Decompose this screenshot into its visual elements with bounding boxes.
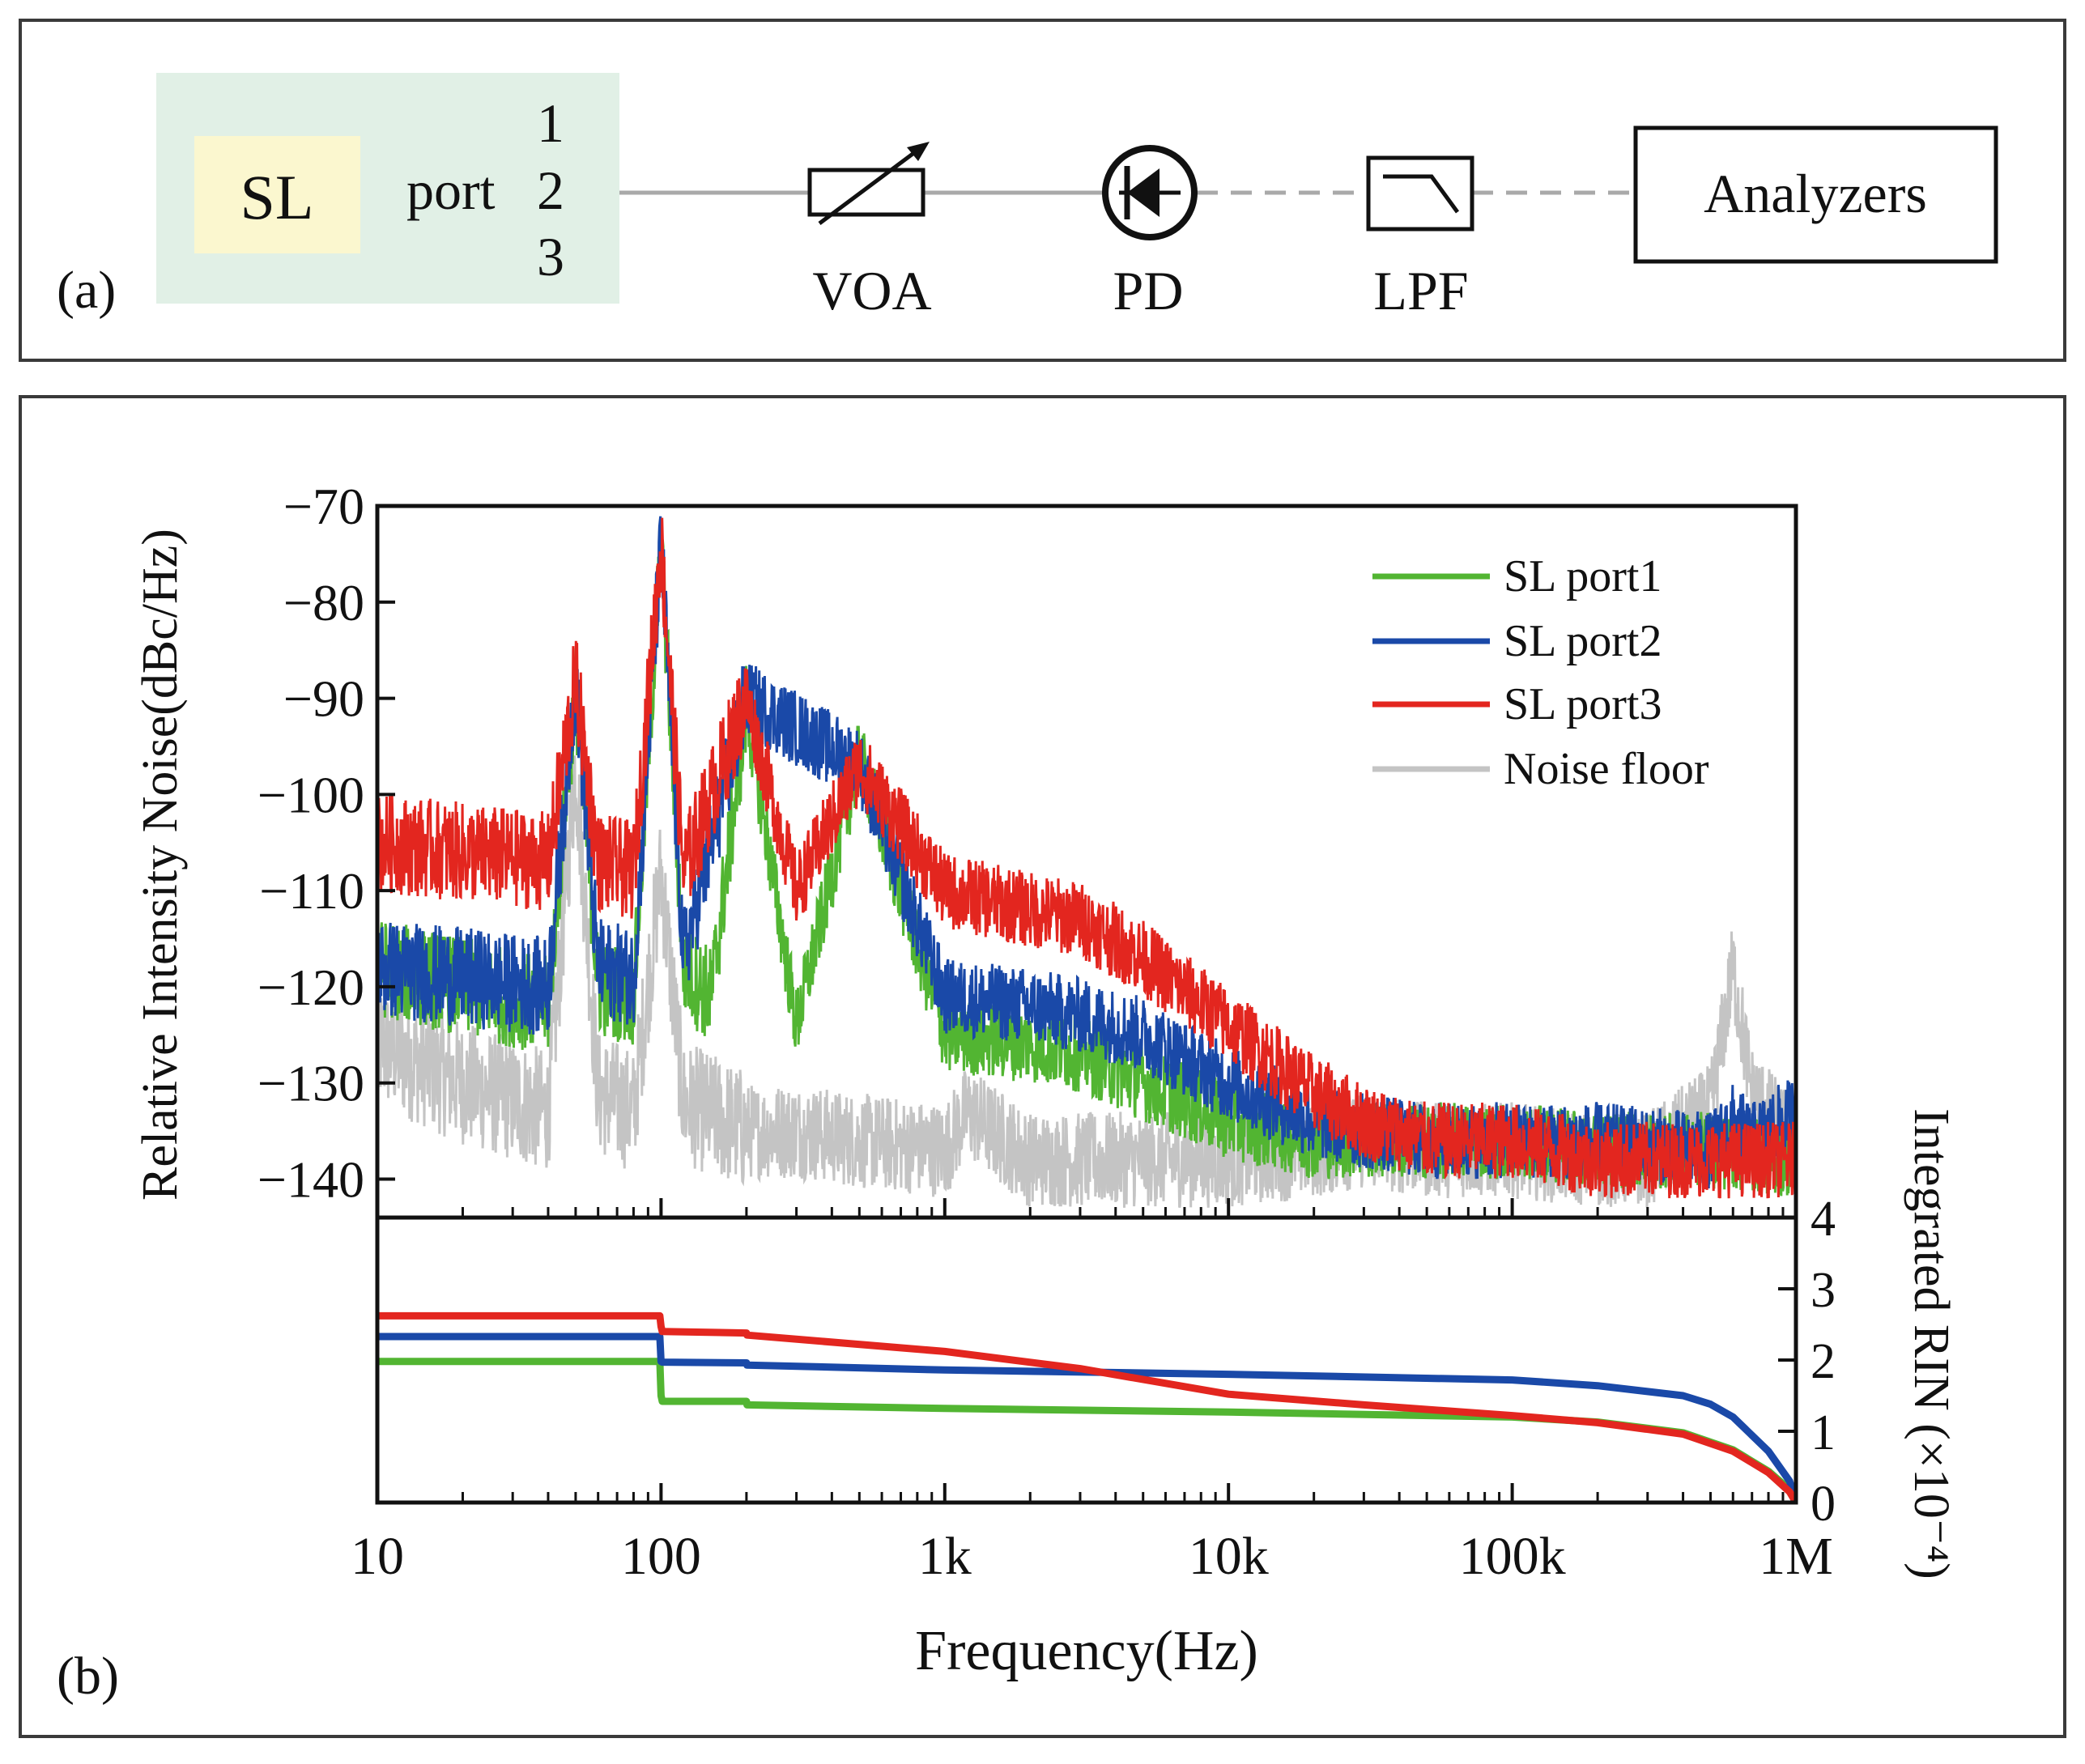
panel-a-frame (19, 19, 2066, 362)
right-y-tick-label: 4 (1811, 1192, 1836, 1247)
x-tick-label: 1k (918, 1527, 972, 1586)
y-tick-label: −70 (283, 478, 364, 535)
right-y-tick-label: 2 (1811, 1334, 1836, 1389)
x-tick-label: 1M (1759, 1527, 1833, 1586)
analyzers-box (1633, 125, 1998, 264)
port-number-1: 1 (537, 92, 564, 154)
x-tick-label: 100 (621, 1527, 701, 1586)
y-tick-label: −90 (283, 670, 364, 728)
lowpass-filter-icon (1366, 155, 1474, 232)
y-tick-label: −140 (257, 1150, 364, 1208)
sl-label: SL (240, 162, 313, 232)
integrated-line-sl-port2 (377, 1333, 1796, 1503)
y-tick-label: −130 (257, 1055, 364, 1112)
legend-label-sl-port3: SL port3 (1504, 679, 1662, 729)
rin-spectrum-ticks: −70 −80 −90 −100 −110 −120 −130 −140 (257, 478, 1798, 1218)
legend-label-sl-port1: SL port1 (1504, 551, 1662, 601)
legend-label-sl-port2: SL port2 (1504, 616, 1662, 666)
port-text: port (406, 159, 496, 221)
right-y-tick-label: 0 (1811, 1477, 1836, 1532)
series-line-sl-port3 (377, 517, 1796, 1199)
y-tick-label: −100 (257, 766, 364, 823)
right-y-tick-label: 1 (1811, 1405, 1836, 1460)
pd-label: PD (1113, 260, 1184, 321)
panel-a-label: (a) (57, 261, 116, 320)
y-tick-label: −110 (259, 862, 364, 920)
x-tick-label: 10 (351, 1527, 404, 1586)
y-tick-label: −80 (283, 574, 364, 631)
right-y-tick-label: 3 (1811, 1263, 1836, 1318)
port-number-3: 3 (537, 226, 564, 287)
y-tick-label: −120 (257, 959, 364, 1016)
x-tick-label: 100k (1459, 1527, 1566, 1586)
integrated-rin-ylabel: Integrated RIN (×10⁻⁴) (1904, 1108, 1959, 1579)
integrated-rin-ticks: 10 100 1k 10k 100k 1M0 1 2 3 4 (351, 1192, 1836, 1586)
rin-spectrum-ylabel: Relative Intensity Noise(dBc/Hz) (133, 529, 188, 1201)
legend-label-noise-floor: Noise floor (1504, 744, 1709, 794)
rin-spectrum-series (377, 516, 1796, 1209)
lpf-label: LPF (1373, 260, 1468, 321)
frequency-xlabel: Frequency(Hz) (915, 1620, 1258, 1682)
legend: SL port1 SL port2 SL port3 Noise floor (1372, 551, 1709, 794)
panel-b-label: (b) (57, 1647, 119, 1706)
variable-attenuator-icon (807, 142, 930, 226)
sl-inner-box (194, 136, 360, 253)
voa-label: VOA (812, 260, 931, 321)
integrated-rin-series (377, 1311, 1796, 1503)
integrated-line-sl-port3 (377, 1311, 1796, 1503)
analyzers-label: Analyzers (1704, 163, 1927, 224)
x-tick-label: 10k (1189, 1527, 1269, 1586)
panel-b-frame (19, 395, 2066, 1738)
port-number-2: 2 (537, 159, 564, 221)
photodiode-icon (1102, 145, 1198, 240)
